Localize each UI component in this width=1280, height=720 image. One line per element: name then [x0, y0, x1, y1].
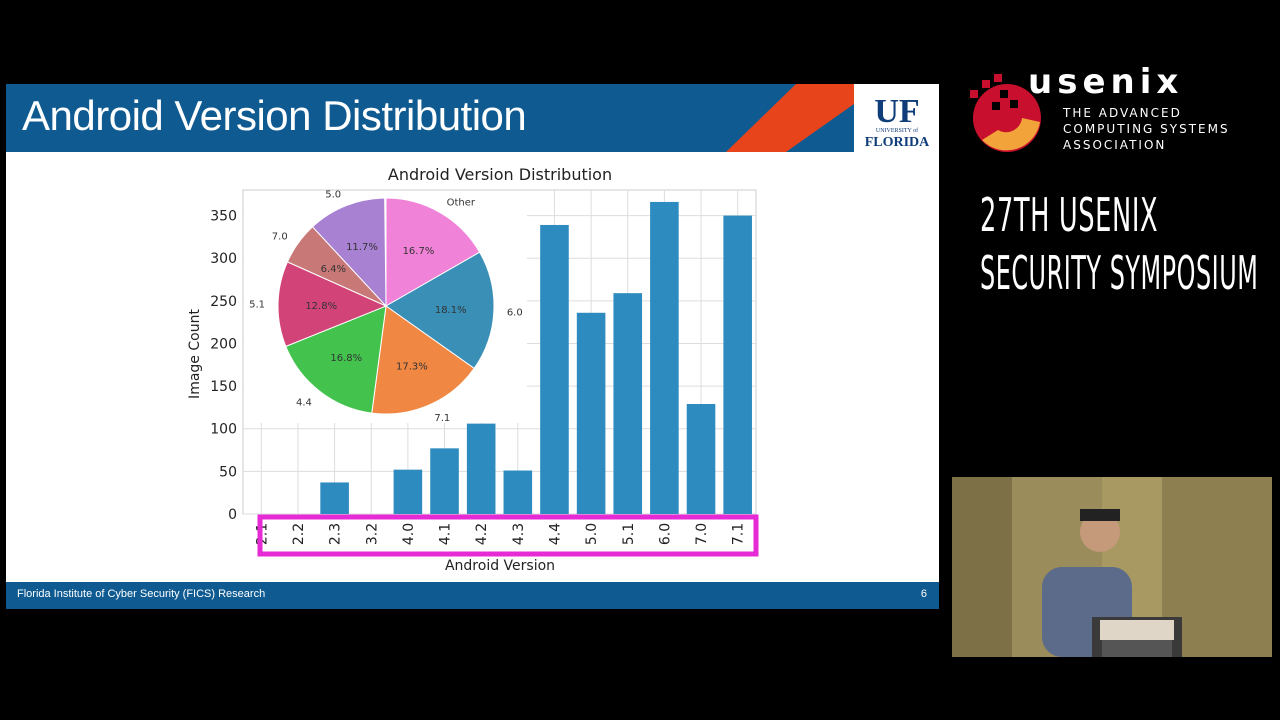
bar — [540, 224, 569, 514]
usenix-tagline-1: THE ADVANCED — [1063, 106, 1182, 120]
pie-percent-label: 12.8% — [305, 301, 337, 312]
pie-category-label: Other — [447, 197, 476, 208]
presentation-slide: Android Version Distribution UF UNIVERSI… — [6, 84, 939, 609]
pie-slice — [311, 197, 387, 308]
chart-title: Android Version Distribution — [388, 165, 612, 184]
pie-category-label: 4.4 — [296, 398, 312, 409]
y-tick-label: 250 — [210, 294, 237, 310]
x-tick-label: 4.4 — [547, 523, 563, 545]
bar — [466, 423, 496, 514]
bar — [503, 470, 533, 514]
usenix-tagline-2: COMPUTING SYSTEMS — [1063, 122, 1230, 136]
pie-slice — [277, 261, 388, 348]
bar — [430, 448, 459, 514]
y-tick-label: 200 — [210, 336, 237, 352]
pie-percent-label: 17.3% — [396, 361, 428, 372]
pie-slice — [385, 197, 481, 307]
orange-accent-stripe — [726, 84, 854, 152]
bar — [393, 469, 423, 514]
y-tick-label: 150 — [210, 379, 237, 395]
pie-slice — [371, 305, 475, 415]
slide-footer: Florida Institute of Cyber Security (FIC… — [6, 582, 939, 609]
bar — [320, 482, 349, 514]
pie-category-label: 7.0 — [272, 232, 288, 243]
pie-slice — [285, 305, 387, 414]
pie-percent-label: 18.1% — [435, 305, 467, 316]
bar — [613, 293, 643, 514]
bar — [686, 404, 716, 514]
usenix-logo-mark — [970, 74, 1041, 152]
bar — [650, 201, 679, 515]
y-tick-label: 50 — [219, 464, 237, 480]
x-tick-label: 4.1 — [438, 523, 454, 545]
uf-logo-background — [854, 84, 939, 152]
x-tick-label: 5.0 — [584, 523, 600, 545]
pie-category-label: 5.0 — [325, 190, 341, 201]
y-axis-label: Image Count — [187, 309, 203, 399]
pie-chart-inset: 16.7% Other 18.1% 6.0 17.3% 7.1 16.8% 4.4 12.8% 5… — [244, 190, 527, 424]
x-tick-label: 5.1 — [621, 523, 637, 545]
bar — [723, 215, 752, 514]
slide-number: 6 — [920, 588, 927, 600]
uf-logo: UF UNIVERSITY of FLORIDA — [865, 93, 930, 150]
x-tick-label: 7.1 — [731, 523, 747, 545]
pie-percent-label: 16.7% — [403, 246, 435, 257]
event-title-line-1: 27TH USENIX — [980, 188, 1159, 242]
event-title-line-2: SECURITY SYMPOSIUM — [980, 246, 1259, 300]
y-tick-label: 300 — [210, 251, 237, 267]
uf-logo-letters: UF — [874, 93, 919, 130]
x-tick-label: 7.0 — [694, 523, 710, 545]
x-tick-label: 4.3 — [511, 523, 527, 545]
y-tick-label: 0 — [228, 507, 237, 523]
y-tick-label: 100 — [210, 422, 237, 438]
uf-logo-small-text: UNIVERSITY of — [876, 127, 918, 134]
x-tick-label: 2.3 — [328, 523, 344, 545]
speaker-scene — [952, 477, 1272, 657]
usenix-tagline-3: ASSOCIATION — [1063, 138, 1167, 152]
pie-percent-label: 16.8% — [330, 353, 362, 364]
pie-category-label: 5.1 — [249, 300, 265, 311]
x-axis-highlight-box — [257, 514, 759, 557]
footer-text: Florida Institute of Cyber Security (FIC… — [17, 588, 266, 600]
speaker-video — [952, 477, 1272, 657]
slide-title: Android Version Distribution — [22, 92, 527, 139]
y-tick-label: 350 — [210, 209, 237, 225]
pie-category-label: 7.1 — [434, 413, 450, 424]
x-tick-label: 3.2 — [364, 523, 380, 545]
chart-area: Android Version Distribution 0 50 100 150 20… — [187, 165, 759, 574]
bar — [576, 312, 606, 514]
uf-logo-florida: FLORIDA — [865, 135, 930, 150]
pie-slice — [385, 251, 495, 370]
pie-percent-label: 11.7% — [346, 242, 378, 253]
x-tick-label: 4.0 — [401, 523, 417, 545]
x-tick-label: 2.2 — [291, 523, 307, 545]
x-tick-label: 4.2 — [474, 523, 490, 545]
x-tick-label: 6.0 — [657, 523, 673, 545]
pie-percent-label: 6.4% — [321, 264, 346, 275]
x-axis-label: Android Version — [445, 558, 555, 574]
slide-title-bar: Android Version Distribution — [6, 84, 939, 152]
pie-category-label: 6.0 — [507, 308, 523, 319]
usenix-wordmark: usenix — [1028, 62, 1184, 102]
